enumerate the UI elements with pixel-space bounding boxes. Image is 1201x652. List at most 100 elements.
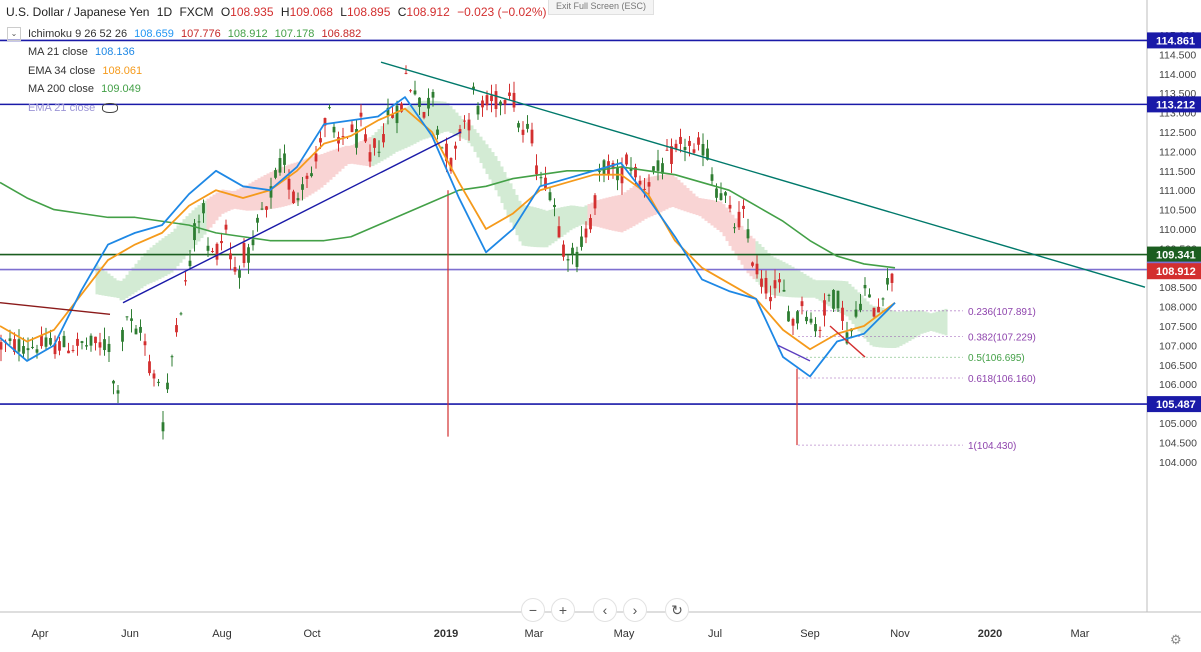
candle-body [719, 193, 723, 201]
candle-body [854, 309, 858, 317]
ema34-legend[interactable]: EMA 34 close 108.061 [28, 65, 146, 77]
x-tick-label: Oct [303, 628, 320, 640]
candle-body [638, 180, 642, 185]
y-tick-label: 111.500 [1159, 166, 1196, 178]
cloud-segment [818, 280, 822, 301]
candle-body [103, 339, 106, 351]
collapse-legend-button[interactable]: ⌄ [7, 27, 21, 41]
candle-body [841, 307, 844, 321]
ema21-legend[interactable]: EMA 21 close [28, 102, 122, 114]
close-label: C [397, 5, 407, 19]
cloud-segment [116, 280, 120, 299]
reset-chart-button[interactable]: ↻ [665, 598, 689, 622]
candle-body [787, 311, 790, 322]
zoom-out-button[interactable]: − [521, 598, 545, 622]
cloud-segment [164, 236, 168, 276]
candle-body [130, 318, 133, 321]
fib-label: 0.618(106.160) [968, 374, 1036, 385]
eye-hidden-icon[interactable] [102, 103, 119, 114]
candle-body [868, 294, 871, 298]
candle-body [701, 143, 705, 156]
candle-body [62, 335, 66, 348]
y-tick-label: 110.500 [1159, 205, 1196, 217]
candle-body [8, 338, 12, 341]
cloud-segment [545, 210, 549, 248]
ma21-line [0, 96, 896, 378]
cloud-segment [101, 268, 105, 296]
candle-body [58, 341, 61, 351]
candle-body [872, 307, 876, 317]
cloud-segment [431, 100, 435, 137]
cloud-segment [203, 200, 207, 235]
cloud-segment [383, 123, 387, 160]
x-tick-label: Apr [31, 628, 48, 640]
cloud-segment [521, 204, 525, 246]
cloud-segment [314, 155, 318, 192]
cloud-segment [329, 150, 333, 180]
cloud-segment [131, 267, 135, 295]
scroll-left-button[interactable]: ‹ [593, 598, 617, 622]
cloud-segment [707, 199, 711, 224]
ema34-line [0, 107, 896, 351]
cloud-segment [797, 270, 801, 298]
cloud-segment [668, 173, 672, 208]
cloud-segment [407, 106, 411, 147]
cloud-segment [767, 252, 771, 293]
cloud-segment [590, 202, 594, 226]
cloud-segment [641, 180, 645, 221]
candle-body [773, 280, 777, 289]
cloud-segment [650, 176, 654, 217]
cloud-segment [824, 280, 828, 305]
scroll-right-button[interactable]: › [623, 598, 647, 622]
cloud-segment [275, 169, 279, 209]
candle-body [188, 260, 192, 267]
cloud-segment [380, 126, 384, 162]
cloud-segment [308, 157, 312, 196]
exit-fullscreen-button[interactable]: Exit Full Screen (ESC) [548, 0, 654, 15]
candle-body [341, 136, 345, 138]
candle-body [197, 221, 201, 223]
candle-body [85, 345, 88, 347]
candle-body [764, 277, 768, 294]
cloud-segment [341, 146, 345, 169]
zoom-in-button[interactable]: + [551, 598, 575, 622]
cloud-segment [875, 306, 879, 348]
candle-body [688, 140, 691, 146]
candle-body [310, 173, 313, 177]
candle-body [697, 137, 700, 145]
cloud-segment [620, 194, 624, 233]
cloud-segment [386, 120, 390, 158]
cloud-segment [98, 266, 102, 295]
cloud-segment [434, 100, 438, 136]
x-tick-label: May [614, 628, 635, 640]
cloud-segment [353, 143, 357, 165]
ichimoku-conversion: 108.659 [134, 28, 174, 40]
cloud-segment [596, 200, 600, 227]
candle-body [161, 422, 165, 432]
cloud-segment [398, 110, 402, 151]
cloud-segment [512, 189, 516, 229]
ma21-legend[interactable]: MA 21 close 108.136 [28, 46, 139, 58]
candle-body [818, 329, 822, 331]
cloud-segment [371, 135, 375, 167]
cloud-segment [221, 189, 225, 214]
candle-body [454, 145, 457, 149]
price-badge [1147, 246, 1201, 263]
cloud-segment [839, 280, 843, 314]
cloud-segment [677, 179, 681, 210]
candle-body [805, 316, 808, 322]
fib-label: 0.5(106.695) [968, 353, 1025, 364]
gear-icon[interactable]: ⚙ [1170, 632, 1182, 647]
cloud-segment [725, 207, 729, 242]
ma200-legend[interactable]: MA 200 close 109.049 [28, 83, 145, 95]
cloud-segment [821, 280, 825, 303]
cloud-segment [158, 240, 162, 280]
candle-body [22, 346, 25, 354]
ichimoku-legend[interactable]: Ichimoku 9 26 52 26 108.659 107.776 108.… [28, 28, 365, 40]
cloud-segment [794, 268, 798, 298]
cloud-segment [710, 199, 714, 226]
candle-body [589, 218, 592, 230]
cloud-segment [644, 178, 648, 219]
